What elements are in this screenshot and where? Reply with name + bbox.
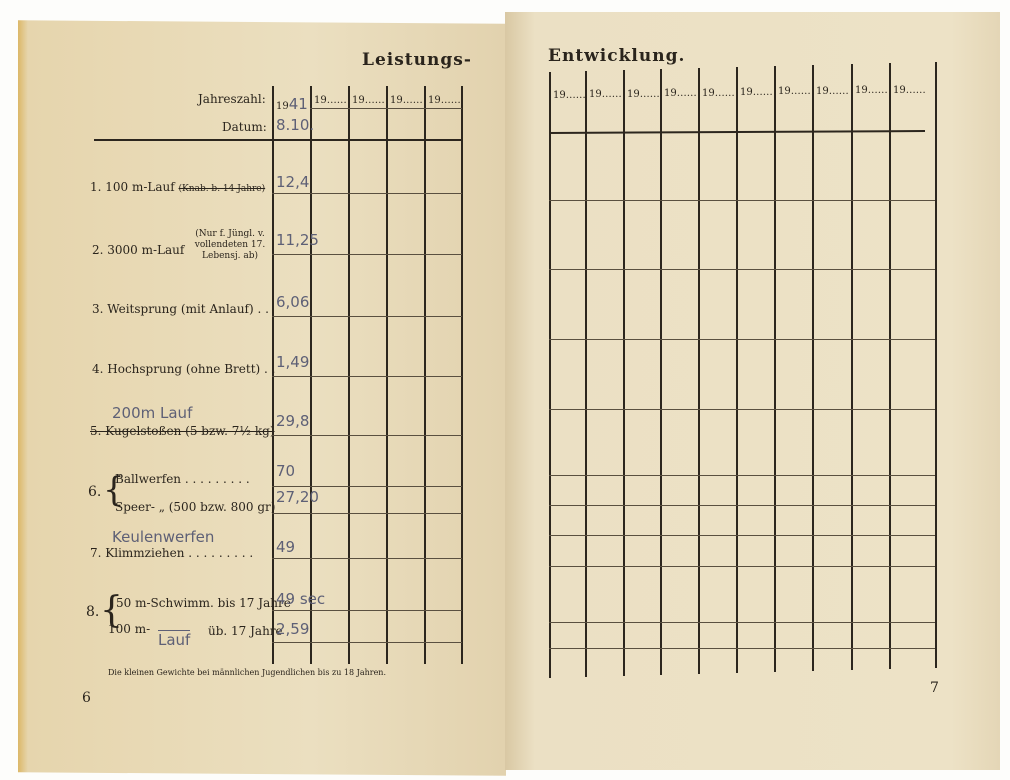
left-row-line: [272, 316, 462, 317]
left-column-divider: [272, 86, 274, 664]
right-column-divider: [698, 68, 700, 674]
result-value: 1,49: [276, 353, 310, 371]
right-row-line: [549, 339, 935, 340]
year-field: 19……: [390, 95, 423, 106]
left-title: Leistungs-: [362, 50, 472, 70]
year-label: Jahreszahl:: [198, 92, 266, 106]
year-field: 19……: [893, 84, 926, 96]
footnote: Die kleinen Gewichte bei männlichen Juge…: [108, 668, 386, 677]
left-column-divider: [461, 86, 463, 664]
result-value: 6,06: [276, 293, 310, 311]
result-value: 2,59: [276, 620, 310, 638]
right-column-divider: [549, 72, 551, 678]
result-value: 70: [276, 462, 296, 480]
year-field: 19……: [778, 86, 811, 98]
left-row-line: [272, 376, 462, 377]
brace-8: {: [100, 590, 123, 631]
left-row-line: [272, 610, 462, 611]
event-2-label: 2. 3000 m-Lauf: [92, 243, 185, 257]
left-column-divider: [386, 86, 388, 664]
left-row-line: [272, 254, 462, 255]
event-8a-label: 50 m-Schwimm. bis 17 Jahre: [116, 596, 291, 610]
year-field: 19……: [352, 95, 385, 106]
year-field: 19……: [855, 85, 888, 97]
result-value: 27,20: [276, 488, 319, 506]
event-8b-handwritten: Lauf: [158, 630, 191, 649]
left-row-line: [272, 435, 462, 436]
result-value: 49 sec: [276, 590, 326, 608]
result-value: 49: [276, 538, 296, 556]
result-value: 12,4: [276, 173, 310, 191]
year-field: 19……: [314, 95, 347, 106]
right-page-number: 7: [930, 680, 939, 696]
group-8-number: 8.: [86, 604, 100, 620]
left-page-number: 6: [82, 690, 91, 706]
left-row-line: [272, 642, 462, 643]
brace-6: {: [103, 470, 125, 510]
event-3-label: 3. Weitsprung (mit Anlauf) . .: [92, 302, 269, 316]
right-row-line: [549, 409, 935, 410]
event-8b-label: 100 m-: [108, 622, 151, 636]
right-row-line: [549, 535, 935, 536]
right-row-line: [549, 566, 935, 567]
event-1-label: 1. 100 m-Lauf (Knab. b. 14 Jahre): [90, 180, 266, 194]
group-6-number: 6.: [88, 484, 102, 500]
left-row-line: [272, 558, 462, 559]
right-row-line: [549, 622, 935, 623]
event-4-label: 4. Hochsprung (ohne Brett) . .: [92, 362, 276, 376]
year-field: 19……: [664, 88, 697, 100]
right-column-divider: [889, 63, 891, 669]
right-column-divider: [851, 64, 853, 670]
date-label: Datum:: [222, 120, 267, 134]
right-column-divider: [736, 67, 738, 673]
year-field: 19……: [740, 87, 773, 98]
right-title: Entwicklung.: [548, 46, 686, 66]
event-8b-note: üb. 17 Jahre: [208, 624, 283, 638]
event-5-handwritten: 200m Lauf: [112, 404, 193, 422]
right-column-divider: [774, 66, 776, 672]
right-row-line: [549, 269, 935, 270]
left-row-line: [272, 193, 462, 194]
right-column-divider: [660, 69, 662, 675]
right-column-divider: [812, 65, 814, 671]
year-field: 19……: [589, 89, 622, 101]
right-column-divider: [585, 71, 587, 677]
left-column-divider: [424, 86, 426, 664]
left-year-rule: [310, 108, 462, 109]
right-page: [505, 12, 1000, 770]
result-value: 11,25: [276, 231, 319, 249]
year-field: 19……: [702, 87, 735, 99]
left-header-rule: [94, 139, 462, 141]
event-6a-label: Ballwerfen . . . . . . . . .: [115, 472, 250, 486]
event-7-handwritten: Keulenwerfen: [112, 528, 215, 546]
year-field: 19……: [816, 85, 849, 97]
right-column-divider: [935, 62, 937, 668]
right-row-line: [549, 505, 935, 506]
event-5-label: 5. Kugelstoßen (5 bzw. 7½ kg): [90, 424, 275, 438]
event-2-note: (Nur f. Jüngl. v. vollendeten 17. Lebens…: [194, 229, 266, 261]
right-column-divider: [623, 70, 625, 676]
right-row-line: [549, 648, 935, 649]
left-column-divider: [348, 86, 350, 664]
year-field: 19……: [553, 90, 586, 101]
right-row-line: [549, 475, 935, 476]
year-field: 19……: [627, 88, 660, 100]
right-row-line: [549, 200, 935, 201]
event-7-label: 7. Klimmziehen . . . . . . . . .: [90, 546, 254, 560]
year-field: 19……: [428, 95, 461, 106]
left-row-line: [272, 513, 462, 514]
left-row-line: [272, 486, 462, 487]
date-value: 8.10.: [276, 116, 315, 134]
result-value: 29,8: [276, 412, 310, 430]
left-column-divider: [310, 86, 312, 664]
event-6b-label: Speer- „ (500 bzw. 800 gr): [115, 500, 276, 514]
year-field: 1941: [276, 95, 308, 113]
